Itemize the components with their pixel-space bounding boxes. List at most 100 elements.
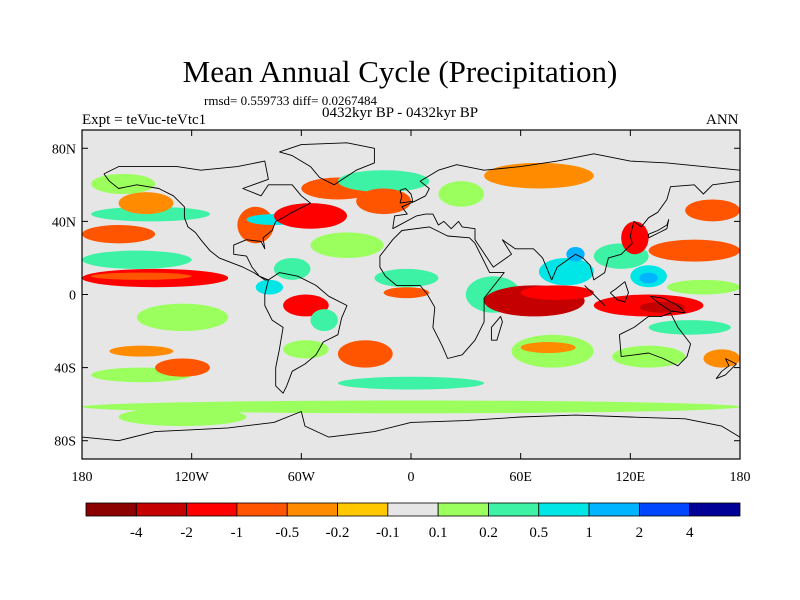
- lon-tick-label: 180: [730, 470, 751, 485]
- colorbar-label: 4: [686, 525, 694, 541]
- anomaly-region: [255, 279, 284, 295]
- coastline-north-america: [103, 160, 311, 281]
- anomaly-region: [82, 250, 192, 269]
- anomaly-region: [484, 162, 594, 189]
- lat-tick-label: 80N: [52, 142, 76, 157]
- colorbar-label: 2: [636, 525, 644, 541]
- plot-title: Mean Annual Cycle (Precipitation): [182, 54, 618, 89]
- anomaly-region: [237, 206, 274, 244]
- anomaly-region: [118, 407, 247, 427]
- colorbar-label: 0.2: [479, 525, 498, 541]
- lat-tick-label: 40S: [54, 362, 76, 377]
- colorbar-label: 1: [585, 525, 593, 541]
- anomaly-region: [685, 199, 740, 222]
- colorbar-label: 0.1: [429, 525, 448, 541]
- coastline-british-isles: [399, 188, 414, 204]
- anomaly-region: [438, 181, 485, 207]
- coastline-sumatra: [584, 285, 606, 306]
- lon-tick-label: 60W: [288, 470, 316, 485]
- colorbar-swatch: [488, 502, 540, 517]
- colorbar-label: -0.1: [376, 525, 400, 541]
- anomaly-region: [273, 203, 348, 229]
- anomaly-region: [666, 279, 740, 295]
- coastline-new-zealand: [715, 358, 737, 380]
- coastline-australia: [618, 312, 692, 367]
- lat-tick-label: 80S: [54, 435, 76, 450]
- coastline-south-america: [264, 272, 348, 394]
- lon-tick-label: 60E: [509, 470, 532, 485]
- colorbar-label: -4: [130, 525, 143, 541]
- coastline-greenland: [279, 142, 375, 186]
- coastline-madagascar: [490, 315, 503, 341]
- colorbar-swatch: [588, 502, 640, 517]
- colorbar-swatch: [135, 502, 188, 517]
- anomaly-region: [383, 287, 430, 299]
- anomaly-region: [82, 225, 156, 244]
- anomaly-region: [310, 309, 338, 332]
- anomaly-region: [337, 170, 430, 193]
- colorbar-label: -2: [180, 525, 193, 541]
- anomaly-region: [337, 340, 393, 368]
- colorbar-swatch: [387, 502, 439, 517]
- anomaly-region: [136, 303, 229, 332]
- anomaly-region: [703, 349, 740, 368]
- coastline-borneo: [609, 281, 629, 303]
- colorbar-label: -0.5: [275, 525, 299, 541]
- coastline-japan: [648, 219, 670, 239]
- colorbar-swatch: [689, 502, 741, 517]
- longitude-axis: 180 120W 60W 0 60E 120E 180: [72, 130, 751, 485]
- anomaly-region: [639, 272, 658, 284]
- period-label: 0432kyr BP - 0432kyr BP: [322, 105, 479, 121]
- anomaly-region: [155, 358, 210, 377]
- anomaly-region: [520, 285, 594, 300]
- anomaly-layer: [82, 162, 740, 427]
- anomaly-region: [310, 232, 384, 258]
- lat-tick-label: 40N: [52, 215, 76, 230]
- anomaly-region: [283, 340, 329, 359]
- anomaly-region: [612, 345, 686, 368]
- anomaly-region: [621, 221, 649, 255]
- anomaly-region: [356, 188, 412, 215]
- anomaly-region: [118, 192, 174, 215]
- colorbar-label: 0.5: [529, 525, 548, 541]
- anomaly-region: [91, 272, 192, 280]
- lon-tick-label: 120W: [175, 470, 210, 485]
- anomaly-region: [273, 257, 311, 280]
- colorbar-swatch: [437, 502, 489, 517]
- anomaly-region: [337, 376, 485, 390]
- anomaly-region: [91, 173, 156, 194]
- lat-tick-label: 0: [69, 289, 76, 304]
- anomaly-region: [648, 239, 740, 262]
- anomaly-region: [82, 400, 740, 414]
- anomaly-region: [374, 268, 439, 288]
- season-label: ANN: [706, 112, 739, 128]
- colorbar-swatch: [638, 502, 691, 517]
- latitude-axis: 80N 40N 0 40S 80S: [52, 142, 740, 450]
- anomaly-region: [639, 301, 686, 313]
- colorbar-label: -0.2: [326, 525, 350, 541]
- rmsd-diff-stats: rmsd= 0.559733 diff= 0.0267484: [204, 93, 377, 108]
- lon-tick-label: 0: [408, 470, 415, 485]
- colorbar-swatch: [337, 502, 389, 517]
- coastline-antarctica: [82, 411, 740, 442]
- experiment-label: Expt = teVuc-teVtc1: [82, 112, 207, 128]
- anomaly-region: [109, 345, 174, 357]
- coastline-africa: [379, 226, 505, 359]
- coastline-new-guinea: [650, 295, 686, 314]
- colorbar-swatch: [538, 502, 590, 517]
- colorbar-swatch: [85, 502, 137, 517]
- colorbar-swatch: [186, 502, 238, 517]
- coastline-layer: [82, 142, 740, 442]
- lon-tick-label: 120E: [616, 470, 646, 485]
- colorbar-swatch: [236, 502, 288, 517]
- anomaly-region: [538, 257, 594, 286]
- coastline-eurasia: [392, 153, 740, 281]
- lon-tick-label: 180: [72, 470, 93, 485]
- anomaly-region: [648, 320, 731, 335]
- colorbar-swatch: [286, 502, 338, 517]
- colorbar-label: -1: [231, 525, 244, 541]
- anomaly-region: [520, 342, 576, 353]
- colorbar: -4 -2 -1 -0.5 -0.2 -0.1 0.1 0.2 0.5 1 2 4: [85, 502, 741, 541]
- anomaly-region: [91, 206, 210, 222]
